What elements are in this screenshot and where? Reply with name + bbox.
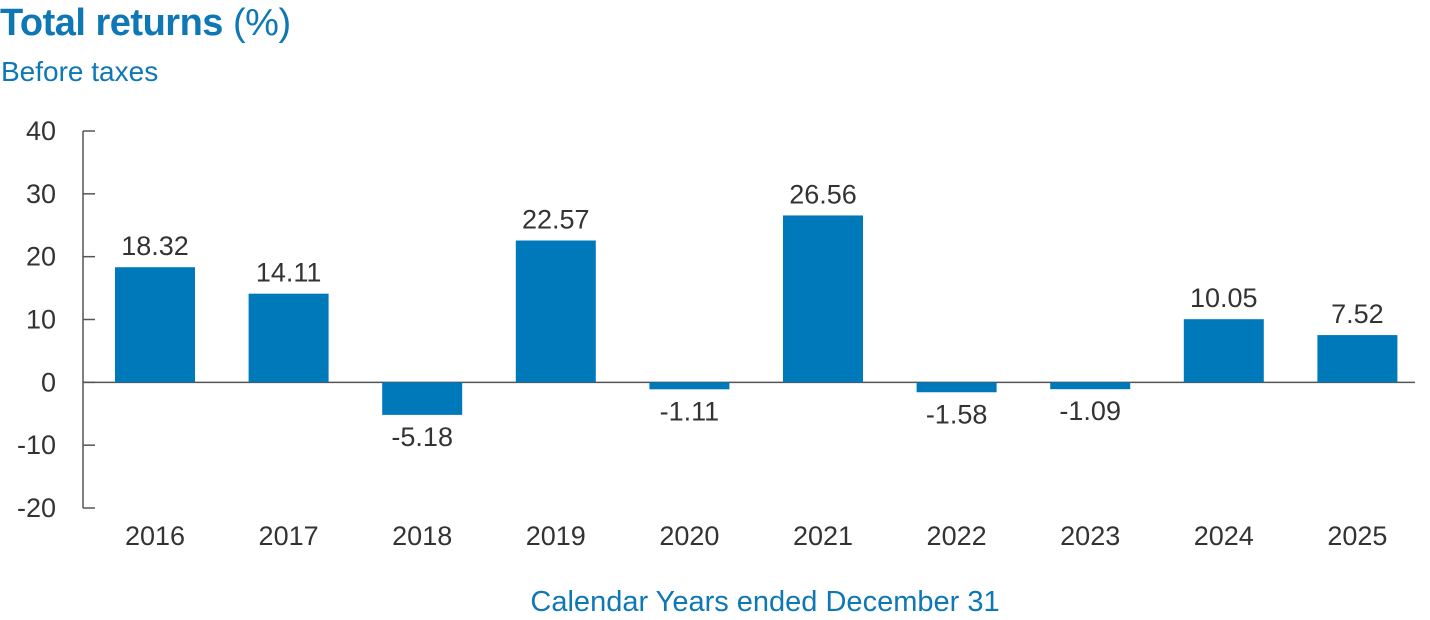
y-tick-label: -20 <box>17 493 56 523</box>
data-label: -5.18 <box>391 422 453 452</box>
x-tick-label: 2023 <box>1060 521 1120 551</box>
bar <box>115 267 195 383</box>
bar <box>382 382 463 415</box>
data-label: 10.05 <box>1190 283 1258 313</box>
data-label: 18.32 <box>121 231 189 261</box>
chart-title-text: Total returns <box>0 2 223 44</box>
data-label: -1.58 <box>926 399 988 429</box>
y-tick-label: 10 <box>26 305 56 335</box>
data-label: 26.56 <box>789 179 857 209</box>
x-tick-label: 2017 <box>259 521 319 551</box>
y-tick-label: 20 <box>26 242 56 272</box>
y-tick-label: 30 <box>26 179 56 209</box>
x-tick-label: 2020 <box>659 521 719 551</box>
bar <box>1050 382 1131 390</box>
chart-subtitle: Before taxes <box>1 56 159 87</box>
y-tick-label: 40 <box>26 116 56 146</box>
data-label: -1.11 <box>660 396 720 426</box>
bar <box>783 215 863 383</box>
chart-title-unit: (%) <box>233 2 291 44</box>
x-tick-label: 2021 <box>793 521 853 551</box>
x-tick-label: 2024 <box>1194 521 1254 551</box>
bar <box>515 240 596 383</box>
x-tick-label: 2019 <box>526 521 586 551</box>
bar <box>1183 319 1264 383</box>
chart-title: Total returns (%) <box>0 2 291 45</box>
y-tick-label: 0 <box>41 367 56 397</box>
data-label: 14.11 <box>256 258 322 288</box>
y-tick-label: -10 <box>17 430 56 460</box>
data-label: 7.52 <box>1331 299 1384 329</box>
x-tick-label: 2016 <box>125 521 185 551</box>
bar <box>248 293 329 383</box>
bar <box>916 382 997 393</box>
x-tick-label: 2018 <box>392 521 452 551</box>
bar <box>1317 335 1398 383</box>
x-tick-label: 2022 <box>927 521 987 551</box>
x-tick-label: 2025 <box>1327 521 1387 551</box>
bar <box>649 382 730 390</box>
data-label: 22.57 <box>522 205 590 235</box>
x-axis-title: Calendar Years ended December 31 <box>530 586 999 618</box>
data-label: -1.09 <box>1059 396 1121 426</box>
